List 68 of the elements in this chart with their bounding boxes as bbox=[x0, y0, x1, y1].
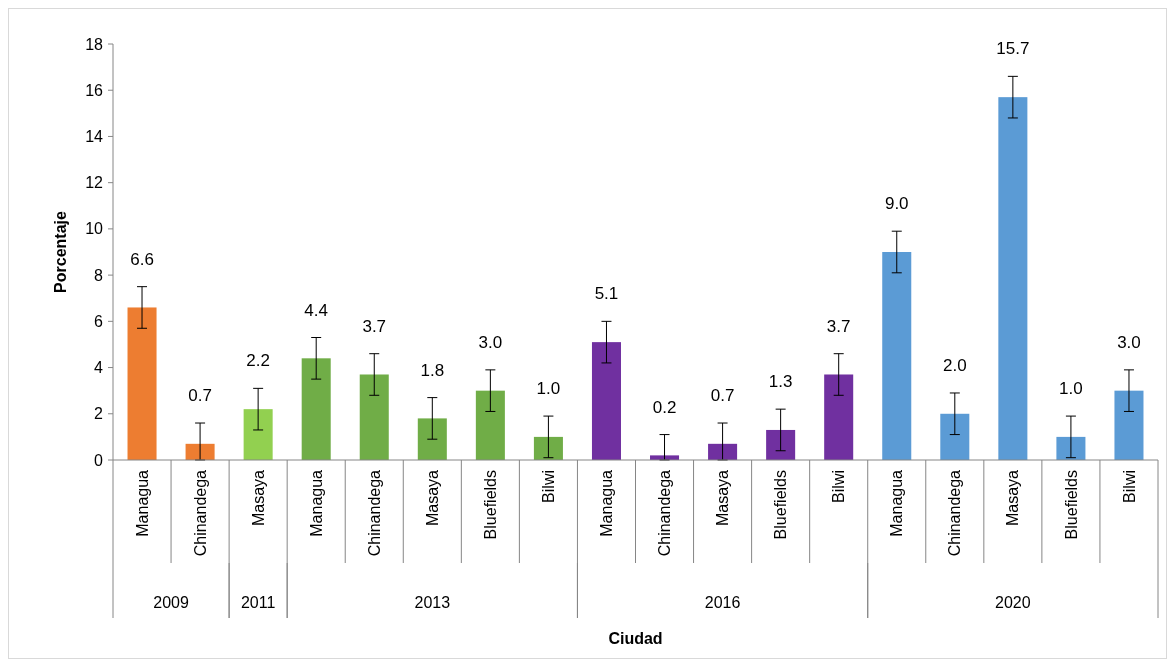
text: 2016 bbox=[704, 594, 741, 611]
x-tick-label: Managua bbox=[307, 469, 325, 537]
data-label: 4.4 bbox=[304, 300, 329, 320]
y-tick-label: 0 bbox=[94, 451, 104, 469]
data-label: 2.2 bbox=[246, 351, 270, 371]
data-label: 1.0 bbox=[536, 379, 561, 399]
bar bbox=[301, 358, 331, 460]
bar bbox=[882, 252, 912, 460]
x-tick-label: Bluefields bbox=[772, 470, 790, 540]
data-label: 6.6 bbox=[130, 249, 154, 269]
bar bbox=[766, 429, 796, 460]
data-label: 5.1 bbox=[594, 284, 619, 304]
bar bbox=[1114, 390, 1144, 460]
text: 2011 bbox=[240, 594, 276, 611]
x-tick-label: Chinandega bbox=[656, 469, 674, 557]
data-label: 9.0 bbox=[884, 194, 909, 214]
y-tick-label: 2 bbox=[94, 405, 104, 423]
bar bbox=[359, 374, 389, 460]
bar bbox=[591, 342, 621, 460]
bar bbox=[127, 307, 157, 460]
bar bbox=[533, 436, 563, 460]
bar bbox=[475, 390, 505, 460]
x-tick-label: Managua bbox=[133, 469, 151, 537]
x-tick-label: Chinandega bbox=[191, 469, 209, 557]
y-tick-label: 18 bbox=[85, 35, 104, 53]
y-tick-label: 14 bbox=[85, 128, 104, 146]
text: 2009 bbox=[153, 594, 189, 611]
data-label: 3.7 bbox=[362, 316, 387, 336]
bar bbox=[1056, 436, 1086, 460]
x-tick-label: Masaya bbox=[249, 469, 267, 527]
data-label: 2.0 bbox=[942, 355, 967, 375]
data-label: 0.7 bbox=[710, 386, 735, 406]
bar bbox=[998, 97, 1028, 460]
y-tick-label: 8 bbox=[94, 266, 104, 284]
data-label: 0.2 bbox=[652, 397, 677, 417]
text: 2020 bbox=[995, 594, 1031, 611]
x-tick-label: Masaya bbox=[1004, 469, 1022, 527]
x-tick-label: Bilwi bbox=[1120, 470, 1138, 503]
x-axis-title: Ciudad bbox=[608, 630, 663, 647]
bar bbox=[824, 374, 854, 460]
bar bbox=[417, 418, 447, 460]
data-label: 1.0 bbox=[1059, 379, 1083, 399]
y-tick-label: 10 bbox=[85, 220, 104, 238]
data-label: 3.7 bbox=[826, 316, 851, 336]
y-tick-label: 4 bbox=[94, 359, 104, 377]
x-tick-label: Masaya bbox=[714, 469, 732, 527]
x-tick-label: Bluefields bbox=[481, 470, 499, 540]
x-tick-label: Managua bbox=[888, 469, 906, 537]
y-tick-label: 16 bbox=[85, 81, 104, 99]
x-tick-label: Managua bbox=[598, 469, 616, 537]
bar bbox=[243, 409, 273, 460]
y-tick-label: 6 bbox=[94, 312, 104, 330]
data-label: 3.0 bbox=[1117, 332, 1141, 352]
x-tick-label: Bilwi bbox=[830, 470, 848, 503]
bar bbox=[940, 413, 970, 460]
text: 2013 bbox=[414, 594, 451, 611]
x-tick-label: Chinandega bbox=[365, 469, 383, 557]
y-tick-label: 12 bbox=[85, 174, 104, 192]
data-label: 1.8 bbox=[420, 360, 445, 380]
x-tick-label: Bilwi bbox=[540, 470, 558, 503]
x-tick-label: Masaya bbox=[423, 469, 441, 527]
data-label: 15.7 bbox=[996, 39, 1030, 59]
x-tick-label: Chinandega bbox=[946, 469, 964, 557]
data-label: 3.0 bbox=[478, 332, 503, 352]
data-label: 1.3 bbox=[768, 372, 793, 392]
data-label: 0.7 bbox=[188, 386, 212, 406]
y-axis-title: Porcentaje bbox=[52, 210, 69, 293]
x-tick-label: Bluefields bbox=[1062, 470, 1080, 540]
